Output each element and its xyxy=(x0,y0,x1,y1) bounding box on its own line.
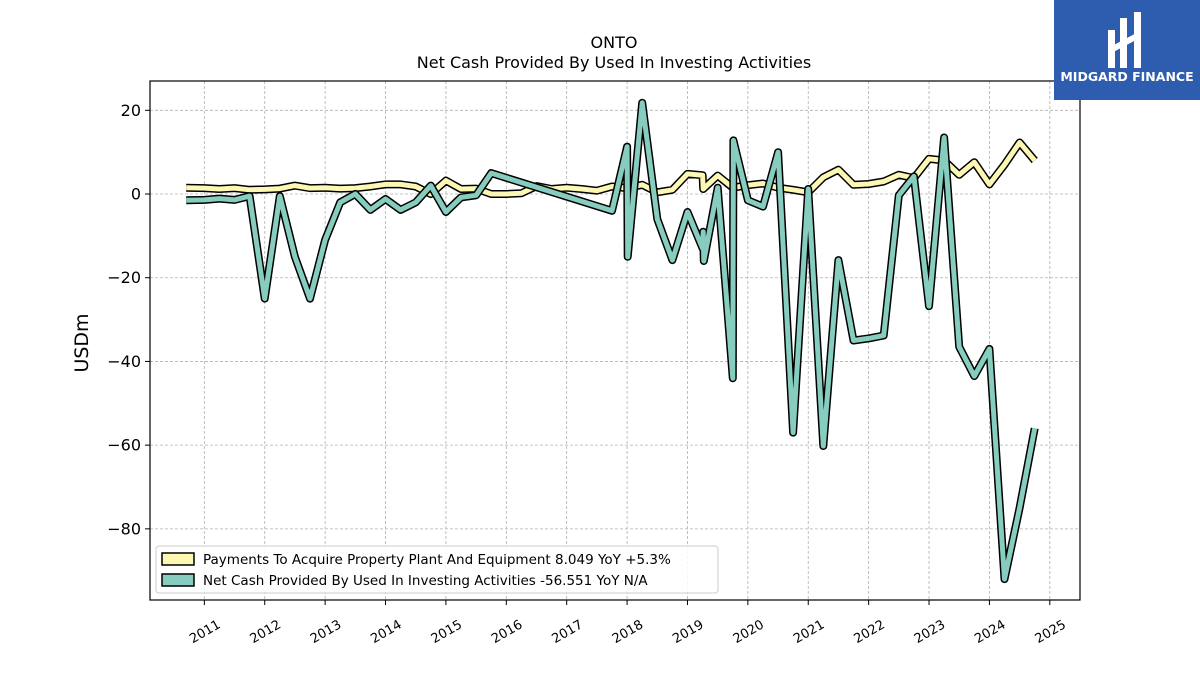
legend-box xyxy=(155,545,719,594)
y-tick-label: 0 xyxy=(131,185,141,204)
y-tick-label: −80 xyxy=(107,519,141,538)
chart-subtitle: Net Cash Provided By Used In Investing A… xyxy=(417,53,811,72)
x-tick-label: 2023 xyxy=(912,617,948,647)
x-tick-label: 2017 xyxy=(550,617,586,647)
x-tick-label: 2024 xyxy=(972,617,1008,647)
legend: Payments To Acquire Property Plant And E… xyxy=(155,545,719,594)
logo-mark-icon xyxy=(1108,12,1141,68)
x-tick-label: 2013 xyxy=(308,617,344,647)
x-tick-label: 2011 xyxy=(187,617,223,647)
brand-logo: MIDGARD FINANCE xyxy=(1054,0,1200,100)
x-tick-label: 2020 xyxy=(731,617,767,647)
plot-frame xyxy=(149,80,1081,601)
legend-label-capex: Payments To Acquire Property Plant And E… xyxy=(203,552,671,568)
y-tick-label: −60 xyxy=(107,436,141,455)
logo-wordmark: MIDGARD FINANCE xyxy=(1060,69,1193,84)
x-tick-label: 2018 xyxy=(610,617,646,647)
grid xyxy=(150,81,1080,600)
x-axis: 2011 2012 2013 2014 2015 2016 2017 2018 2019 2020… xyxy=(187,600,1069,647)
chart-title: ONTO xyxy=(591,33,638,52)
x-tick-label: 2014 xyxy=(368,617,404,647)
x-tick-label: 2016 xyxy=(489,617,525,647)
x-tick-label: 2022 xyxy=(851,617,887,647)
y-tick-label: 20 xyxy=(121,101,141,120)
series-layer xyxy=(186,98,1039,584)
y-tick-label: −40 xyxy=(107,352,141,371)
y-axis: 20 0 −20 −40 −60 −80 xyxy=(107,101,150,538)
series-line-1 xyxy=(186,100,1038,582)
x-tick-label: 2021 xyxy=(791,617,827,647)
x-tick-label: 2019 xyxy=(670,617,706,647)
y-tick-label: −20 xyxy=(107,268,141,287)
x-tick-label: 2012 xyxy=(248,617,284,647)
x-tick-label: 2015 xyxy=(429,617,465,647)
y-axis-label: USDm xyxy=(71,313,93,372)
legend-swatch-capex xyxy=(161,552,195,566)
legend-label-investing: Net Cash Provided By Used In Investing A… xyxy=(203,573,648,589)
legend-swatch-investing xyxy=(161,573,195,587)
x-tick-label: 2025 xyxy=(1033,617,1069,647)
